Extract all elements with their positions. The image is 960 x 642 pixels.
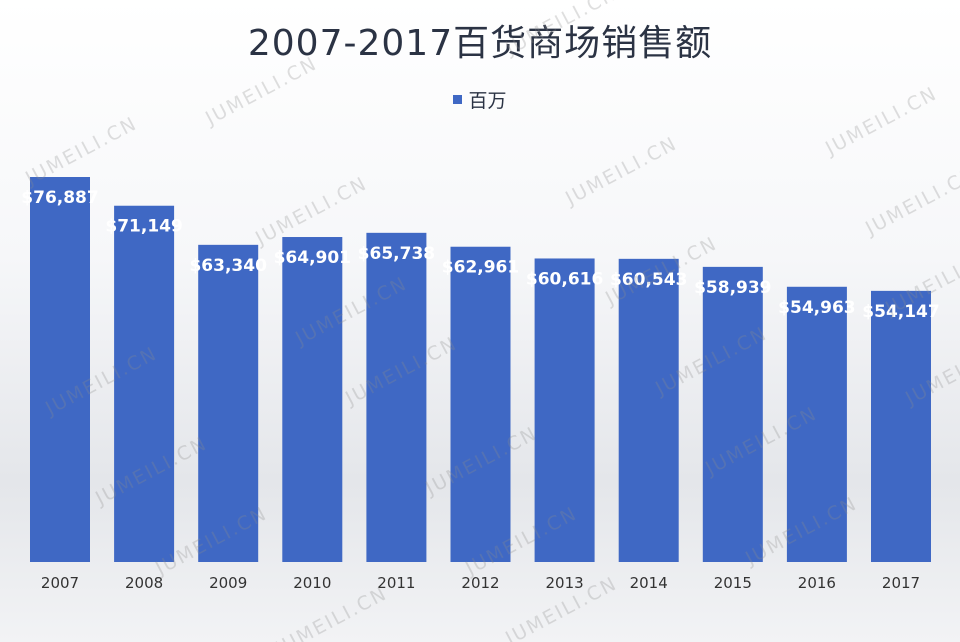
x-tick-2015: 2015 <box>714 574 752 592</box>
legend-label: 百万 <box>468 90 507 112</box>
bar-2007 <box>30 177 90 562</box>
chart-title: 2007-2017百货商场销售额 <box>247 23 713 64</box>
data-label-2015: $58,939 <box>694 278 771 298</box>
data-label-2011: $65,738 <box>358 244 435 264</box>
bar-2015 <box>702 266 763 562</box>
bar-2017 <box>871 290 931 562</box>
data-label-2012: $62,961 <box>442 258 519 278</box>
data-label-2007: $76,887 <box>21 188 98 208</box>
bar-2008 <box>114 205 175 562</box>
bar-2016 <box>786 286 847 562</box>
x-tick-2007: 2007 <box>41 574 79 592</box>
legend: 百万 <box>0 86 960 113</box>
bar-2012 <box>450 246 511 562</box>
bar-2013 <box>534 258 595 562</box>
data-label-2013: $60,616 <box>526 269 603 289</box>
bar-2011 <box>366 232 427 562</box>
x-tick-2012: 2012 <box>461 574 499 592</box>
bar-2014 <box>618 258 679 562</box>
x-tick-2016: 2016 <box>798 574 836 592</box>
x-tick-2010: 2010 <box>293 574 331 592</box>
bar-2010 <box>282 237 343 563</box>
data-label-2017: $54,147 <box>862 302 939 322</box>
x-tick-2014: 2014 <box>630 574 668 592</box>
x-tick-2017: 2017 <box>882 574 920 592</box>
legend-swatch <box>453 95 463 104</box>
bar-2009 <box>198 244 259 563</box>
data-label-2016: $54,963 <box>778 298 855 318</box>
x-tick-2013: 2013 <box>546 574 584 592</box>
data-label-2014: $60,543 <box>610 270 687 290</box>
x-tick-2008: 2008 <box>125 574 163 592</box>
x-tick-2009: 2009 <box>209 574 247 592</box>
data-label-2009: $63,340 <box>189 256 267 276</box>
data-label-2008: $71,149 <box>105 217 182 237</box>
x-tick-2011: 2011 <box>377 574 415 592</box>
data-label-2010: $64,901 <box>274 248 351 268</box>
